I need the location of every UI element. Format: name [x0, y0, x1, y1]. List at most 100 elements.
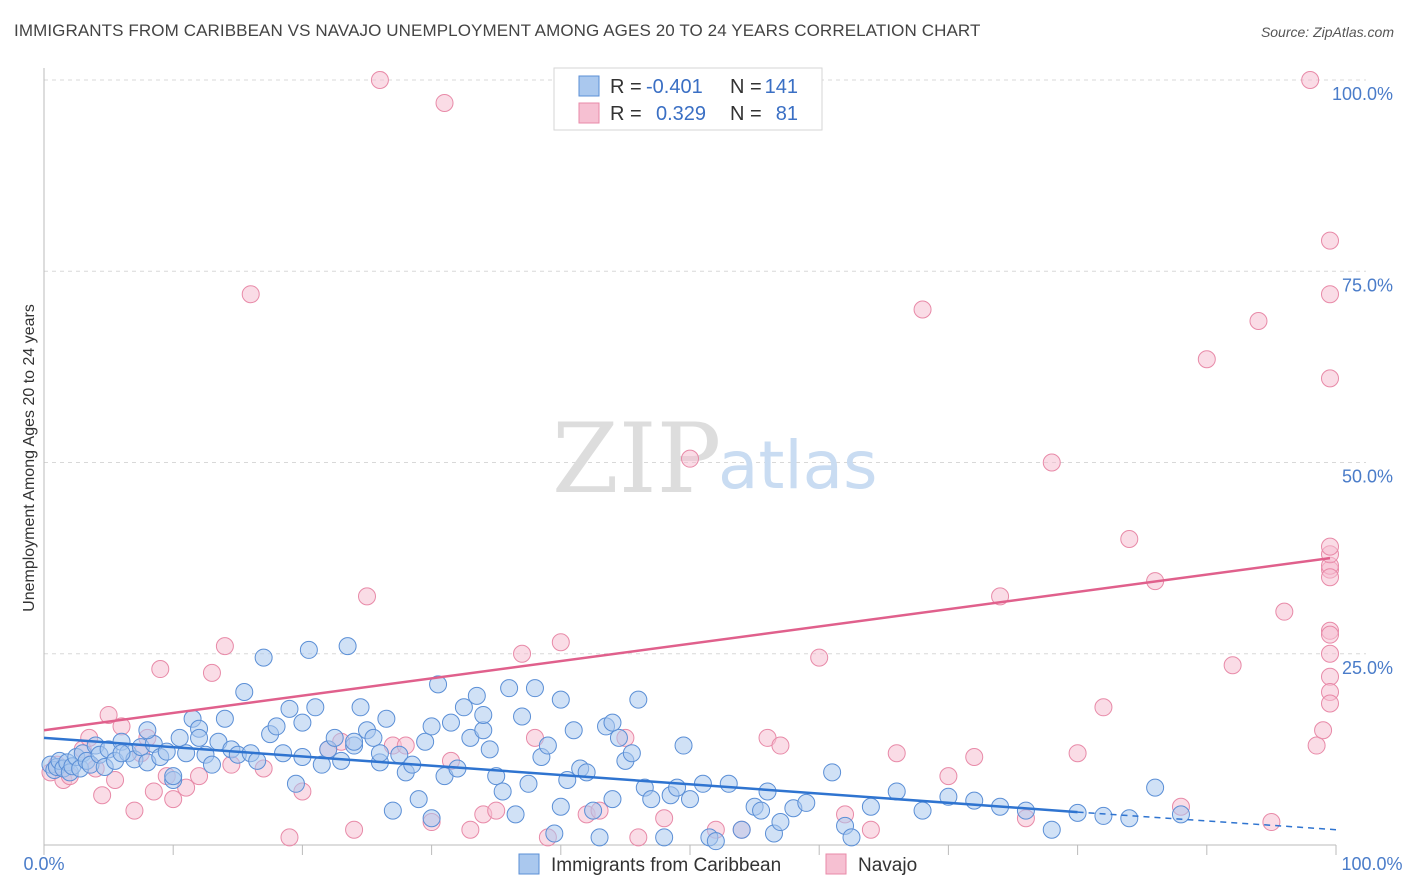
caribbean-point	[467, 686, 486, 705]
caribbean-point	[603, 713, 622, 732]
legend-r-label-2: R =	[610, 103, 642, 125]
bottom-legend-label-navajo: Navajo	[858, 855, 917, 876]
navajo-point	[435, 93, 454, 112]
navajo-point	[151, 660, 170, 679]
caribbean-point	[351, 698, 370, 717]
caribbean-point	[312, 755, 331, 774]
caribbean-point	[1146, 778, 1165, 797]
caribbean-point	[609, 728, 628, 747]
legend-n-value-1: 141	[765, 76, 798, 98]
caribbean-point	[138, 721, 157, 740]
caribbean-point	[861, 797, 880, 816]
caribbean-point	[1094, 806, 1113, 825]
navajo-point	[1249, 311, 1268, 330]
caribbean-point	[525, 679, 544, 698]
y-tick-label: 75.0%	[1342, 275, 1393, 295]
x-tick-label-min: 0.0%	[23, 854, 64, 874]
caribbean-point	[622, 744, 641, 763]
navajo-point	[1197, 350, 1216, 369]
caribbean-point	[603, 790, 622, 809]
navajo-point	[1068, 744, 1087, 763]
legend-swatch-caribbean	[578, 75, 600, 97]
caribbean-point	[280, 699, 299, 718]
caribbean-point	[752, 801, 771, 820]
legend-n-label-2: N =	[730, 103, 762, 125]
caribbean-point	[706, 832, 725, 851]
caribbean-point	[513, 707, 532, 726]
navajo-point	[1321, 369, 1339, 388]
navajo-point	[629, 828, 648, 847]
bottom-legend-swatch-caribbean	[518, 853, 540, 875]
navajo-point	[106, 770, 125, 789]
x-tick-marks	[43, 845, 1337, 855]
watermark: ZIP atlas	[552, 403, 878, 515]
navajo-point	[190, 767, 209, 786]
navajo-point	[144, 782, 163, 801]
caribbean-point	[506, 805, 525, 824]
navajo-point	[99, 705, 118, 724]
navajo-point	[965, 748, 984, 767]
navajo-point	[1321, 568, 1339, 587]
navajo-point	[280, 828, 299, 847]
caribbean-point	[655, 828, 674, 847]
navajo-point	[1120, 530, 1139, 548]
caribbean-point	[1042, 820, 1061, 839]
bottom-legend-swatch-navajo	[825, 853, 847, 875]
caribbean-point	[274, 744, 293, 763]
caribbean-point	[190, 728, 209, 747]
caribbean-point	[965, 791, 984, 810]
y-tick-label: 25.0%	[1342, 658, 1393, 678]
legend-r-value-2: 0.329	[656, 103, 706, 125]
caribbean-point	[519, 774, 538, 793]
caribbean-point	[842, 828, 861, 847]
y-tick-label: 100.0%	[1332, 84, 1393, 104]
caribbean-point	[441, 713, 460, 732]
caribbean-point	[480, 740, 499, 759]
caribbean-point	[267, 717, 286, 736]
caribbean-point	[254, 648, 273, 667]
y-tick-label: 50.0%	[1342, 467, 1393, 487]
trend-lines	[43, 556, 1337, 831]
caribbean-point	[422, 809, 441, 828]
caribbean-point	[564, 721, 583, 740]
navajo-points	[41, 71, 1339, 847]
navajo-point	[1223, 656, 1242, 675]
bottom-legend: Immigrants from Caribbean Navajo	[518, 853, 917, 876]
navajo-point	[913, 300, 932, 319]
caribbean-point	[383, 801, 402, 820]
caribbean-point	[493, 782, 512, 801]
caribbean-point	[299, 640, 318, 659]
navajo-point	[1275, 602, 1294, 621]
caribbean-point	[584, 801, 603, 820]
caribbean-point	[306, 698, 325, 717]
navajo-point	[1321, 625, 1339, 644]
navajo-point	[215, 637, 234, 656]
caribbean-point	[1171, 805, 1190, 824]
caribbean-trend-line	[43, 736, 1078, 814]
legend-n-value-2: 81	[776, 103, 798, 125]
navajo-point	[93, 786, 112, 805]
caribbean-point	[939, 787, 958, 806]
caribbean-point	[551, 797, 570, 816]
navajo-point	[1094, 698, 1113, 717]
navajo-point	[513, 644, 532, 663]
caribbean-point	[377, 709, 396, 728]
caribbean-point	[1016, 801, 1035, 820]
navajo-point	[358, 587, 376, 606]
navajo-point	[1301, 71, 1320, 89]
caribbean-point	[474, 721, 493, 740]
legend-r-value-1: -0.401	[646, 76, 703, 98]
navajo-point	[487, 801, 506, 820]
caribbean-point	[732, 820, 751, 839]
caribbean-point	[422, 717, 441, 736]
navajo-point	[345, 820, 364, 839]
navajo-point	[681, 449, 699, 468]
caribbean-point	[538, 736, 557, 755]
caribbean-point	[642, 790, 661, 809]
navajo-point	[461, 820, 480, 839]
legend-box: R = -0.401 N = 141 R = 0.329 N = 81	[553, 67, 823, 131]
navajo-point	[241, 285, 260, 304]
navajo-point	[771, 736, 790, 755]
caribbean-point	[248, 751, 267, 770]
navajo-point	[1321, 694, 1339, 713]
